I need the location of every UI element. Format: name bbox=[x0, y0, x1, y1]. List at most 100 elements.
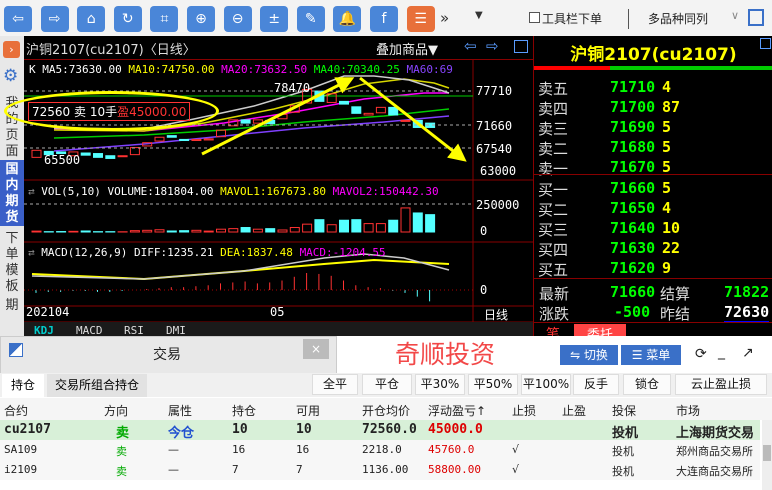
home-icon[interactable]: ⌂ bbox=[77, 6, 106, 32]
column-header[interactable]: 止盈 bbox=[562, 404, 587, 418]
refresh-icon[interactable]: ↻ bbox=[113, 6, 142, 32]
action-button[interactable]: 云止盈止损 bbox=[675, 374, 767, 395]
ask-row[interactable]: 卖二 71680 5 bbox=[534, 138, 772, 158]
last-label: 最新 bbox=[539, 285, 570, 303]
toolbar-order-checkbox[interactable] bbox=[529, 12, 540, 23]
column-header[interactable]: 投保 bbox=[612, 404, 637, 418]
buy-ratio-bar bbox=[610, 66, 772, 70]
table-header: 合约 方向 属性 持仓 可用 开仓均价 浮动盈亏↑ 止损 止盈 投保 市场 bbox=[0, 398, 772, 420]
popout-icon[interactable]: ↗ bbox=[742, 345, 754, 361]
formula-icon[interactable]: f bbox=[370, 6, 398, 32]
bid-row[interactable]: 买四 71630 22 bbox=[534, 239, 772, 259]
cell: 10 bbox=[232, 422, 248, 437]
candle bbox=[154, 136, 165, 142]
vol-title: VOL(5,10) bbox=[41, 185, 101, 198]
cell: SA109 bbox=[4, 443, 38, 456]
toolbar-order-label: 工具栏下单 bbox=[542, 12, 603, 26]
dropdown-arrow-icon[interactable]: ▼ bbox=[475, 10, 483, 21]
cell: cu2107 bbox=[4, 422, 51, 437]
column-header[interactable]: 方向 bbox=[104, 404, 129, 418]
sidebar-item-order-template[interactable]: 下单模板 bbox=[5, 231, 19, 294]
zoom-in-icon[interactable]: ⊕ bbox=[187, 6, 215, 32]
menu-button[interactable]: ☰ 菜单 bbox=[621, 345, 681, 365]
volume-bar bbox=[240, 227, 251, 233]
tab-positions[interactable]: 持仓 bbox=[2, 374, 44, 397]
sidebar-item-futures[interactable]: 期 bbox=[5, 298, 19, 313]
overlay-select[interactable]: 叠加商品▼ bbox=[376, 43, 438, 58]
bid-row[interactable]: 买一 71660 5 bbox=[534, 179, 772, 199]
switch-button[interactable]: ⇋ 切换 bbox=[560, 345, 618, 365]
level-volume: 4 bbox=[662, 78, 672, 96]
bid-row[interactable]: 买五 71620 9 bbox=[534, 259, 772, 279]
tab-macd[interactable]: MACD bbox=[76, 324, 103, 337]
action-button[interactable]: 平30% bbox=[415, 374, 465, 395]
ask-row[interactable]: 卖四 71700 87 bbox=[534, 98, 772, 118]
ma40-label: MA40:70340.25 bbox=[313, 63, 400, 76]
maximize-icon[interactable] bbox=[760, 38, 771, 49]
ask-row[interactable]: 卖一 71670 5 bbox=[534, 158, 772, 178]
column-header[interactable]: 持仓 bbox=[232, 404, 257, 418]
ask-row[interactable]: 卖三 71690 5 bbox=[534, 118, 772, 138]
column-header[interactable]: 合约 bbox=[4, 404, 29, 418]
level-label: 买四 bbox=[538, 241, 569, 259]
crop-icon[interactable]: ⌗ bbox=[150, 6, 179, 32]
action-button[interactable]: 平100% bbox=[521, 374, 571, 395]
bid-row[interactable]: 买二 71650 4 bbox=[534, 199, 772, 219]
bid-row[interactable]: 买三 71640 10 bbox=[534, 219, 772, 239]
next-icon[interactable]: ⇨ bbox=[486, 37, 499, 55]
action-button[interactable]: 平50% bbox=[468, 374, 518, 395]
forward-icon[interactable]: ⇨ bbox=[40, 6, 69, 32]
tab-combo-positions[interactable]: 交易所组合持仓 bbox=[47, 374, 147, 397]
chevron-down-icon[interactable]: ∨ bbox=[731, 9, 740, 22]
kline-chart[interactable]: 沪铜2107(cu2107)〈日线〉 叠加商品▼ ⇦ ⇨ K MA5:73630… bbox=[4, 36, 533, 340]
minimize-icon[interactable]: _ bbox=[718, 344, 725, 360]
level-label: 买三 bbox=[538, 221, 569, 239]
level-price: 71650 bbox=[610, 199, 656, 217]
table-row[interactable]: i2109 卖 — 7 7 1136.00 58800.00 √ 投机 大连商品交易所 bbox=[0, 460, 760, 480]
vol-tick: 0 bbox=[480, 224, 488, 238]
level-label: 卖四 bbox=[538, 100, 569, 118]
expand-icon[interactable]: › bbox=[3, 41, 20, 58]
tab-dmi[interactable]: DMI bbox=[166, 324, 186, 337]
action-button[interactable]: 全平 bbox=[312, 374, 358, 395]
tab-kdj[interactable]: KDJ bbox=[34, 324, 54, 337]
scrollbar[interactable] bbox=[762, 420, 772, 490]
level-volume: 5 bbox=[662, 179, 672, 197]
action-button[interactable]: 反手 bbox=[573, 374, 619, 395]
action-button[interactable]: 锁仓 bbox=[623, 374, 671, 395]
alert-bell-icon[interactable]: 🔔 bbox=[333, 6, 362, 32]
pencil-icon[interactable]: ✎ bbox=[296, 6, 325, 32]
column-header[interactable]: 止损 bbox=[512, 404, 537, 418]
more-button[interactable]: » bbox=[440, 9, 450, 27]
column-header[interactable]: 市场 bbox=[676, 404, 701, 418]
gear-icon[interactable]: ⚙ bbox=[3, 66, 19, 86]
close-button[interactable]: × bbox=[303, 339, 329, 359]
layout-icon[interactable] bbox=[514, 40, 528, 53]
list-icon[interactable]: ☰ bbox=[406, 6, 435, 32]
column-header[interactable]: 属性 bbox=[168, 404, 193, 418]
sidebar-item-domestic-futures[interactable]: 国内期货 bbox=[0, 160, 24, 226]
prev-icon[interactable]: ⇦ bbox=[464, 37, 477, 55]
table-row[interactable]: SA109 卖 — 16 16 2218.0 45760.0 √ 投机 郑州商品交易所 bbox=[0, 440, 760, 460]
column-header[interactable]: 开仓均价 bbox=[362, 404, 411, 418]
volume-bar bbox=[277, 229, 288, 233]
action-button[interactable]: 平仓 bbox=[362, 374, 412, 395]
volume-bar bbox=[68, 230, 79, 233]
cell: 今仓 bbox=[168, 426, 195, 441]
level-volume: 87 bbox=[662, 98, 681, 116]
column-header[interactable]: 浮动盈亏↑ bbox=[428, 404, 487, 418]
column-header[interactable]: 可用 bbox=[296, 404, 321, 418]
volume-bar bbox=[31, 230, 42, 233]
position-label[interactable]: 72560 卖 10手盈45000.00 bbox=[28, 102, 191, 121]
back-icon[interactable]: ⇦ bbox=[4, 6, 32, 32]
cell: — bbox=[168, 443, 179, 456]
calculator-icon[interactable]: ± bbox=[260, 6, 289, 32]
table-row[interactable]: cu2107 卖 今仓 10 10 72560.0 45000.0 投机 上海期货交易 bbox=[0, 420, 760, 441]
multi-layout-select[interactable]: 多品种同列 bbox=[648, 12, 709, 26]
layout-icon[interactable] bbox=[748, 9, 764, 26]
ma20-label: MA20:73632.50 bbox=[221, 63, 308, 76]
tab-rsi[interactable]: RSI bbox=[124, 324, 144, 337]
refresh-icon[interactable]: ⟳ bbox=[695, 346, 707, 362]
zoom-out-icon[interactable]: ⊖ bbox=[223, 6, 252, 32]
ask-row[interactable]: 卖五 71710 4 bbox=[534, 78, 772, 98]
